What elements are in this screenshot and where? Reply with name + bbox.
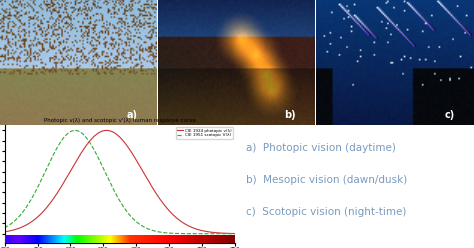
CIE 1924 photopic v(λ) [16, 227, 21, 230]
CIE 1951 scotopic V(λ) [199, 232, 204, 235]
CIE 1951 scotopic V(λ) [72, 129, 78, 132]
CIE 1951 scotopic V(λ) [16, 216, 21, 219]
Line: CIE 1924 photopic v(λ): CIE 1924 photopic v(λ) [0, 130, 255, 234]
CIE 1951 scotopic V(λ) [194, 232, 200, 235]
CIE 1924 photopic v(λ) [104, 129, 109, 132]
CIE 1924 photopic v(λ) [252, 232, 257, 235]
CIE 1924 photopic v(λ) [105, 129, 110, 132]
Legend: CIE 1924 photopic v(λ), CIE 1951 scotopic V(λ): CIE 1924 photopic v(λ), CIE 1951 scotopi… [176, 127, 233, 139]
Text: c)  Scotopic vision (night-time): c) Scotopic vision (night-time) [246, 207, 407, 217]
Title: Photopic v(λ) and scotopic v'(λ) human response curve: Photopic v(λ) and scotopic v'(λ) human r… [44, 119, 196, 124]
Text: b): b) [284, 110, 295, 120]
Text: a)  Photopic vision (daytime): a) Photopic vision (daytime) [246, 143, 396, 153]
CIE 1951 scotopic V(λ) [169, 232, 175, 235]
CIE 1924 photopic v(λ) [169, 213, 175, 216]
Line: CIE 1951 scotopic V(λ): CIE 1951 scotopic V(λ) [0, 130, 255, 234]
Text: a): a) [127, 110, 137, 120]
CIE 1924 photopic v(λ) [194, 228, 200, 231]
Text: c): c) [445, 110, 455, 120]
CIE 1924 photopic v(λ) [199, 229, 204, 232]
CIE 1951 scotopic V(λ) [105, 176, 110, 179]
CIE 1951 scotopic V(λ) [95, 156, 101, 159]
CIE 1924 photopic v(λ) [95, 132, 100, 135]
Text: b)  Mesopic vision (dawn/dusk): b) Mesopic vision (dawn/dusk) [246, 175, 408, 185]
CIE 1951 scotopic V(λ) [252, 232, 257, 235]
